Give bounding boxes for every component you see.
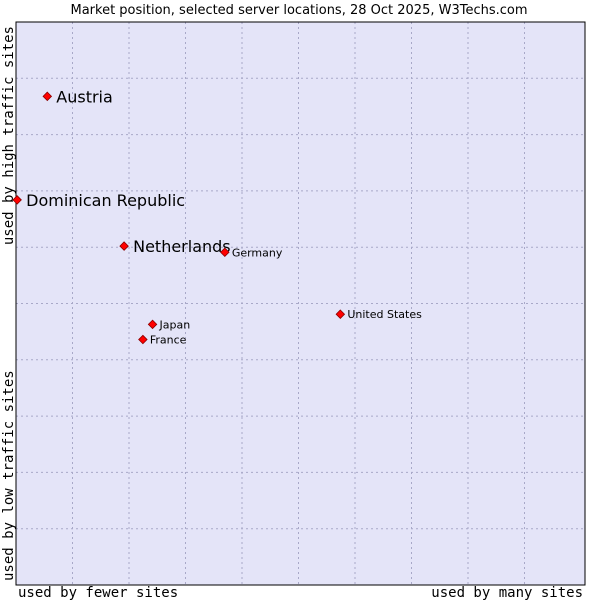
plot-background [16, 22, 585, 585]
point-marker-austria [42, 91, 53, 102]
point-marker-germany [220, 247, 230, 258]
point-germany: Germany [220, 246, 283, 259]
point-marker-france [138, 334, 148, 345]
plot-area [15, 21, 586, 586]
x-axis-label-high: used by many sites [431, 585, 583, 600]
point-label-germany: Germany [232, 246, 283, 259]
point-label-dominican-republic: Dominican Republic [26, 191, 185, 210]
data-points: Austria Dominican Republic Netherlands Germ… [12, 87, 422, 347]
point-marker-united-states [335, 309, 346, 319]
y-axis-label-high: used by high traffic sites [1, 26, 17, 245]
point-label-united-states: United States [347, 308, 422, 321]
point-marker-dominican-republic [12, 195, 22, 205]
point-japan: Japan [147, 318, 191, 331]
point-austria: Austria [42, 87, 113, 106]
point-marker-japan [147, 319, 158, 330]
point-netherlands: Netherlands [119, 237, 231, 256]
grid-lines [16, 22, 585, 585]
point-dominican-republic: Dominican Republic [12, 191, 185, 210]
point-france: France [138, 334, 187, 347]
x-axis-label-low: used by fewer sites [18, 585, 178, 600]
point-marker-netherlands [119, 241, 129, 251]
plot-border [15, 21, 586, 586]
point-united-states: United States [335, 308, 422, 321]
chart-title: Market position, selected server locatio… [70, 3, 527, 18]
point-label-france: France [150, 334, 187, 347]
point-label-japan: Japan [159, 318, 191, 331]
point-label-austria: Austria [56, 87, 113, 106]
point-label-netherlands: Netherlands [133, 237, 231, 256]
y-axis-label-low: used by low traffic sites [1, 370, 17, 581]
